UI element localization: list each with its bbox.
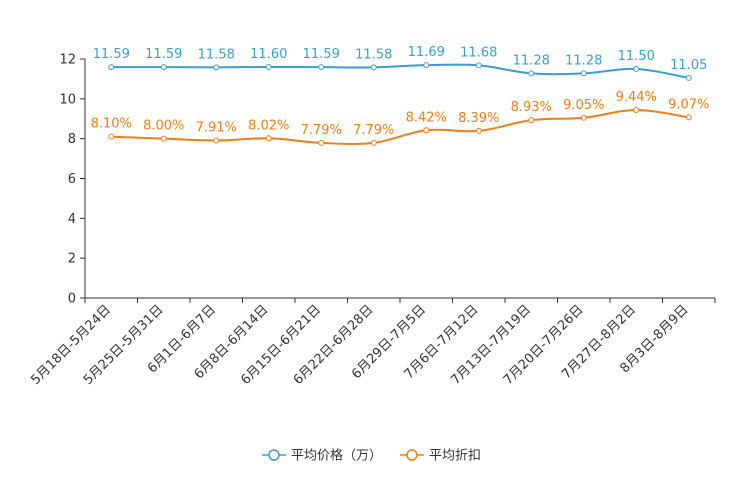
data-point (685, 74, 692, 81)
data-label: 11.58 (355, 47, 392, 62)
y-tick-label: 4 (68, 212, 76, 227)
data-label: 8.42% (406, 110, 447, 125)
data-point (475, 127, 482, 134)
data-point (685, 114, 692, 121)
data-point (318, 139, 325, 146)
y-tick-label: 12 (59, 53, 76, 68)
legend-label: 平均价格（万） (291, 448, 382, 464)
data-point (370, 139, 377, 146)
y-tick-label: 6 (68, 172, 76, 187)
y-tick-label: 0 (68, 292, 76, 307)
data-point (423, 127, 430, 134)
data-label: 11.28 (565, 53, 602, 68)
data-label: 11.58 (198, 47, 235, 62)
data-point (213, 137, 220, 144)
legend-marker-icon (406, 449, 418, 461)
data-point (580, 70, 587, 77)
data-label: 8.00% (143, 119, 184, 134)
data-label: 11.28 (513, 53, 550, 68)
data-label: 11.59 (93, 47, 130, 62)
series-avg-discount: 8.10% 8.00% 7.91% 8.02% 7.79% 7.79% 8.42% 8.39%… (91, 90, 709, 146)
y-tick-label: 10 (59, 92, 76, 107)
data-point (633, 65, 640, 72)
data-point (265, 135, 272, 142)
data-label: 8.39% (458, 111, 499, 126)
y-tick-label: 2 (68, 252, 76, 267)
data-point (108, 64, 115, 71)
data-label: 11.05 (670, 58, 707, 73)
data-label: 7.79% (353, 123, 394, 138)
data-point (580, 114, 587, 121)
data-label: 8.02% (248, 118, 289, 133)
data-point (213, 64, 220, 71)
data-point (528, 117, 535, 124)
y-tick-label: 8 (68, 132, 76, 147)
data-label: 7.79% (301, 123, 342, 138)
data-label: 11.59 (145, 47, 182, 62)
data-point (370, 64, 377, 71)
legend-item-avg-discount: 平均折扣 (400, 449, 481, 464)
series-line (111, 108, 689, 146)
data-label: 9.44% (616, 90, 657, 105)
legend: 平均价格（万） 平均折扣 (262, 448, 481, 464)
data-point (160, 135, 167, 142)
legend-marker-icon (268, 449, 280, 461)
data-point (160, 64, 167, 71)
data-point (528, 70, 535, 77)
data-label: 11.60 (250, 47, 287, 62)
data-label: 11.50 (618, 49, 655, 64)
data-label: 8.10% (91, 117, 132, 132)
legend-item-avg-price: 平均价格（万） (262, 448, 382, 464)
series-avg-price: 11.59 11.59 11.58 11.60 11.59 11.58 11.69 11.68… (93, 45, 707, 81)
data-point (633, 106, 640, 113)
legend-label: 平均折扣 (429, 449, 481, 464)
data-label: 8.93% (511, 100, 552, 115)
series-layer: 11.59 11.59 11.58 11.60 11.59 11.58 11.69 11.68… (91, 45, 709, 146)
data-point (423, 62, 430, 69)
data-point (475, 62, 482, 69)
data-point (108, 133, 115, 140)
data-label: 11.68 (460, 45, 497, 60)
data-point (318, 64, 325, 71)
axes: 0246810125月18日-5月24日5月25日-5月31日6月1日-6月7日… (28, 53, 716, 388)
data-label: 7.91% (196, 120, 237, 135)
data-label: 9.07% (668, 97, 709, 112)
data-label: 11.69 (408, 45, 445, 60)
series-line (111, 63, 689, 79)
data-label: 9.05% (563, 98, 604, 113)
data-label: 11.59 (303, 47, 340, 62)
data-point (265, 63, 272, 70)
